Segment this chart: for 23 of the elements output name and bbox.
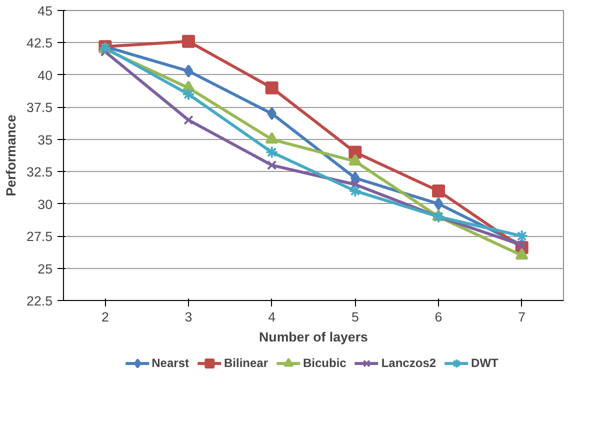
x-tick-label: 4 — [268, 310, 276, 324]
y-tick-label: 37.5 — [26, 100, 53, 116]
y-tick-label: 25 — [38, 261, 53, 276]
y-tick-label: 27.5 — [26, 229, 53, 244]
legend-label: Lanczos2 — [381, 356, 436, 370]
legend-label: DWT — [471, 356, 498, 370]
y-tick-label: 45 — [38, 4, 53, 18]
y-axis-title: Performance — [4, 114, 19, 196]
y-tick-label: 30 — [38, 196, 53, 212]
x-tick-label: 6 — [434, 310, 442, 324]
y-tick-label: 40 — [38, 68, 53, 83]
legend-label: Bicubic — [303, 356, 346, 370]
x-tick-label: 3 — [184, 310, 192, 324]
x-axis-title: Number of layers — [259, 330, 368, 344]
y-tick-label: 32.5 — [26, 164, 53, 180]
legend-label: Nearst — [152, 356, 189, 370]
x-tick-label: 2 — [101, 310, 109, 324]
y-tick-label: 35 — [38, 132, 53, 148]
y-tick-label: 42.5 — [26, 36, 53, 51]
x-tick-label: 7 — [518, 310, 526, 324]
legend-label: Bilinear — [224, 356, 268, 370]
y-tick-label: 22.5 — [26, 294, 53, 308]
x-tick-label: 5 — [351, 310, 359, 324]
